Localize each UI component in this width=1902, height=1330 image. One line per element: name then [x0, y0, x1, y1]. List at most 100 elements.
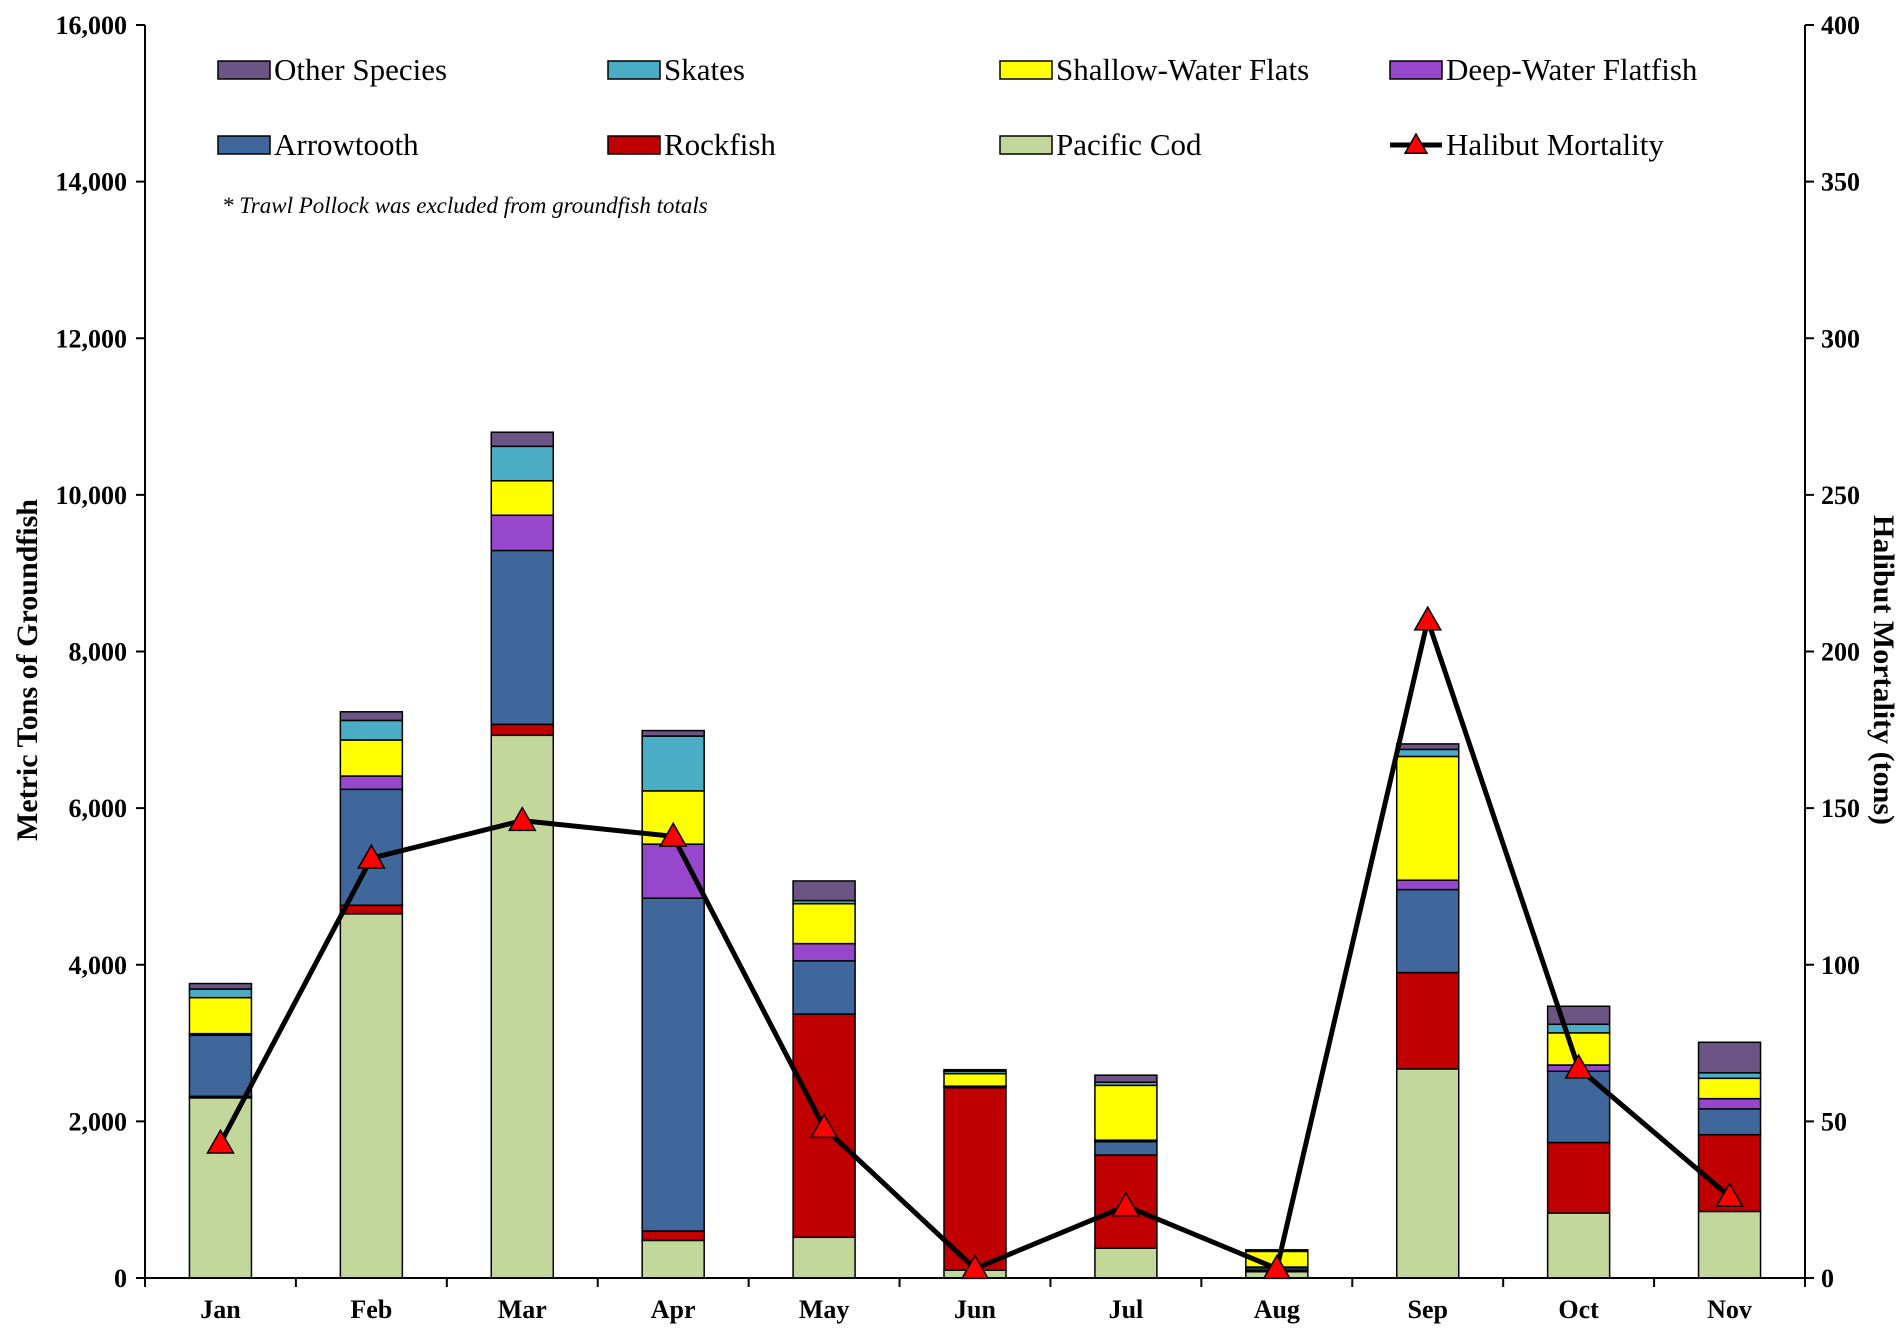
legend-item-halibut-mortality: Halibut Mortality	[1390, 127, 1664, 162]
bar-skates-jan	[188, 988, 253, 999]
marker-halibut-mortality-mar	[507, 806, 537, 832]
y2-tick-label: 0	[1821, 1264, 1834, 1293]
y-tick-label: 2,000	[69, 1107, 128, 1136]
bar-other-species-jun	[943, 1068, 1007, 1073]
bar-shallow-water-flats-feb	[339, 739, 404, 777]
bar-other-species-sep	[1395, 743, 1460, 751]
bar-pacific-cod-nov	[1697, 1210, 1762, 1279]
legend-label: Pacific Cod	[1056, 127, 1202, 162]
bar-shallow-water-flats-nov	[1697, 1077, 1762, 1100]
marker-halibut-mortality-jun	[960, 1254, 990, 1280]
legend-item-deep-water-flatfish: Deep-Water Flatfish	[1389, 52, 1698, 87]
bar-other-species-aug	[1245, 1249, 1309, 1252]
marker-halibut-mortality-aug	[1262, 1254, 1292, 1280]
legend-label: Other Species	[274, 52, 447, 87]
legend-label: Arrowtooth	[274, 127, 419, 162]
y2-axis-title: Halibut Mortality (tons)	[1867, 515, 1900, 825]
bar-skates-apr	[641, 735, 705, 792]
bar-other-species-jul	[1094, 1074, 1158, 1083]
marker-halibut-mortality-may	[809, 1113, 839, 1139]
y2-tick-label: 50	[1821, 1107, 1847, 1136]
legend-item-other-species: Other Species	[217, 52, 447, 87]
bar-rockfish-mar	[490, 723, 555, 737]
y-axis-title: Metric Tons of Groundfish	[11, 499, 44, 841]
y2-tick-label: 250	[1821, 481, 1860, 510]
bar-shallow-water-flats-may	[792, 902, 856, 945]
legend-swatch	[217, 135, 271, 155]
bar-skates-sep	[1395, 748, 1460, 758]
marker-halibut-mortality-apr	[658, 821, 688, 847]
bar-skates-oct	[1546, 1023, 1611, 1034]
x-tick-label-may: May	[799, 1295, 850, 1324]
marker-halibut-mortality-sep	[1413, 605, 1443, 631]
bar-pacific-cod-jul	[1094, 1247, 1158, 1279]
legend-item-shallow-water-flats: Shallow-Water Flats	[999, 52, 1309, 87]
legend-swatch	[999, 60, 1053, 80]
marker-halibut-mortality-nov	[1715, 1182, 1744, 1208]
legend-label: Halibut Mortality	[1446, 127, 1664, 162]
bar-other-species-mar	[490, 431, 555, 448]
chart-note: * Trawl Pollock was excluded from ground…	[222, 193, 708, 218]
legend-swatch	[607, 60, 661, 80]
bar-arrowtooth-may	[792, 960, 856, 1015]
bar-other-species-apr	[641, 729, 705, 737]
bar-skates-nov	[1697, 1072, 1762, 1080]
bar-other-species-may	[792, 880, 856, 902]
bar-layer	[188, 431, 1762, 1279]
y-tick-label: 16,000	[56, 11, 128, 40]
y2-tick-label: 200	[1821, 638, 1860, 667]
x-tick-label-aug: Aug	[1254, 1295, 1300, 1324]
bar-rockfish-feb	[339, 904, 404, 915]
bar-pacific-cod-sep	[1395, 1068, 1460, 1279]
legend-swatch	[1389, 60, 1443, 80]
bar-pacific-cod-may	[792, 1236, 856, 1279]
bar-deep-water-flatfish-may	[792, 942, 856, 962]
bar-arrowtooth-apr	[641, 897, 705, 1232]
bar-arrowtooth-sep	[1395, 888, 1460, 974]
x-tick-label-jan: Jan	[200, 1295, 241, 1324]
bar-pacific-cod-apr	[641, 1239, 705, 1279]
line-layer	[206, 605, 1744, 1280]
marker-halibut-mortality-jul	[1111, 1191, 1141, 1217]
bar-rockfish-sep	[1395, 971, 1460, 1070]
bar-arrowtooth-mar	[490, 549, 555, 726]
legend-label: Shallow-Water Flats	[1056, 52, 1309, 87]
bar-shallow-water-flats-jul	[1094, 1084, 1158, 1141]
marker-halibut-mortality-feb	[357, 843, 386, 869]
x-tick-label-feb: Feb	[350, 1295, 392, 1324]
y-tick-label: 6,000	[69, 794, 128, 823]
legend: Other Species Skates Shallow-Water Flats De…	[217, 52, 1698, 162]
legend-swatch	[999, 135, 1053, 155]
y-tick-label: 0	[114, 1264, 127, 1293]
bar-rockfish-apr	[641, 1230, 705, 1242]
legend-label: Skates	[664, 52, 745, 87]
bar-arrowtooth-jan	[188, 1034, 253, 1098]
y-tick-label: 8,000	[69, 638, 128, 667]
bar-other-species-nov	[1697, 1041, 1762, 1074]
bar-arrowtooth-oct	[1546, 1070, 1611, 1144]
y-tick-label: 12,000	[56, 324, 128, 353]
bar-deep-water-flatfish-apr	[641, 843, 705, 899]
axes-layer: 0 2,000 4,000 6,000 8,000 10,000 12,000 14,000 1…	[56, 11, 1861, 1324]
y2-tick-label: 400	[1821, 11, 1860, 40]
x-tick-label-jun: Jun	[954, 1295, 996, 1324]
y2-tick-label: 100	[1821, 951, 1860, 980]
x-tick-label-nov: Nov	[1707, 1295, 1752, 1324]
legend-label: Rockfish	[664, 127, 776, 162]
legend-item-skates: Skates	[607, 52, 745, 87]
bar-deep-water-flatfish-feb	[339, 775, 404, 791]
x-tick-label-oct: Oct	[1558, 1295, 1599, 1324]
bar-shallow-water-flats-sep	[1395, 755, 1460, 881]
legend-label: Deep-Water Flatfish	[1446, 52, 1698, 87]
bar-skates-mar	[490, 445, 555, 482]
y-tick-label: 4,000	[69, 951, 128, 980]
legend-item-pacific-cod: Pacific Cod	[999, 127, 1202, 162]
bar-shallow-water-flats-mar	[490, 480, 555, 516]
legend-item-arrowtooth: Arrowtooth	[217, 127, 419, 162]
y-tick-label: 10,000	[56, 481, 128, 510]
bar-arrowtooth-jul	[1094, 1140, 1158, 1156]
bar-other-species-jan	[188, 982, 253, 990]
marker-halibut-mortality-jan	[206, 1128, 235, 1154]
